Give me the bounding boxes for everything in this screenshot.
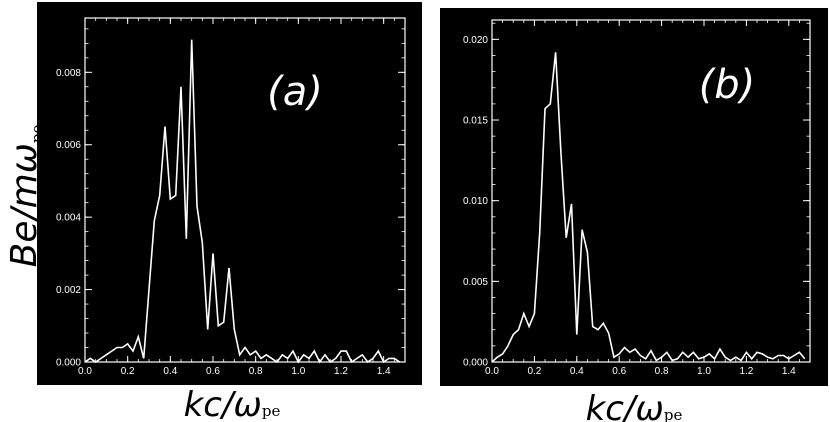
y-tick-label-b: 0.000 [463,358,488,369]
y-tick-label-a: 0.000 [56,358,81,369]
x-tick-label-b: 0.0 [485,366,499,377]
x-tick-label-a: 1.2 [334,366,348,377]
y-tick-label-b: 0.010 [463,196,488,207]
y-axis-label: Be/mωpe [4,125,46,268]
series-line-a [84,39,401,364]
x-tick-label-b: 1.2 [739,366,753,377]
x-tick-label-a: 0.4 [163,366,177,377]
x-tick-label-a: 1.0 [291,366,305,377]
x-tick-label-b: 0.8 [655,366,669,377]
y-tick-label-a: 0.002 [56,285,81,296]
x-tick-label-b: 0.4 [570,366,584,377]
x-tick-label-a: 1.4 [377,366,391,377]
y-tick-label-a: 0.006 [56,140,81,151]
x-tick-label-a: 0.0 [78,366,92,377]
x-tick-label-a: 0.6 [206,366,220,377]
x-tick-label-b: 0.2 [527,366,541,377]
x-tick-label-b: 1.4 [782,366,796,377]
y-tick-label-b: 0.020 [463,35,488,46]
y-tick-label-b: 0.015 [463,116,488,127]
x-tick-label-a: 0.2 [121,366,135,377]
plot-a: 0.0 0.2 0.4 0.6 0.8 1.0 1.2 1.4 0.000 0.002 0.004 0… [56,17,406,377]
panel-b-background [440,8,828,386]
y-tick-label-a: 0.004 [56,213,81,224]
panel-a-background [37,2,422,385]
x-tick-label-a: 0.8 [249,366,263,377]
y-tick-label-a: 0.008 [56,68,81,79]
y-tick-label-b: 0.005 [463,277,488,288]
panel-label-a: (a) [267,69,323,115]
x-tick-label-b: 0.6 [612,366,626,377]
x-tick-label-b: 1.0 [697,366,711,377]
panel-label-b: (b) [699,62,756,108]
x-axis-label-b: kc/ωpe [586,389,683,422]
series-line-b [491,52,806,363]
x-axis-label-a: kc/ωpe [184,385,281,422]
plot-b: 0.0 0.2 0.4 0.6 0.8 1.0 1.2 1.4 0.000 0.005 0.010 0… [463,19,811,377]
